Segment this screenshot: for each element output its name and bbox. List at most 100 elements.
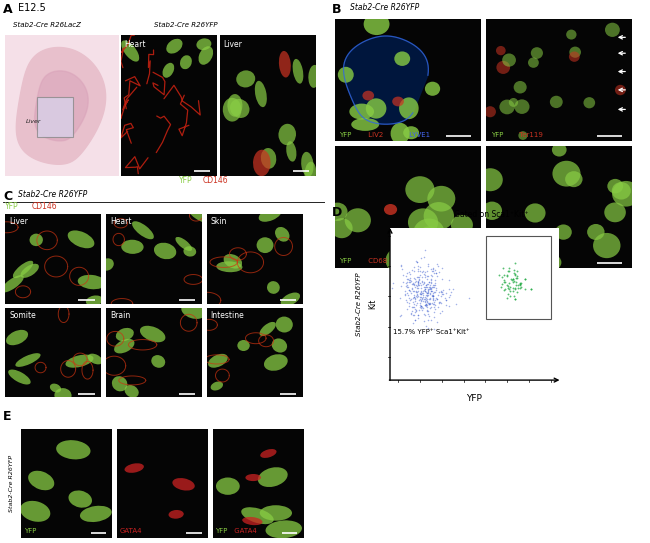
Text: Gated on Sca1⁺Kit⁺: Gated on Sca1⁺Kit⁺ <box>454 210 528 219</box>
Point <box>413 280 423 288</box>
Point <box>432 291 443 300</box>
Point <box>405 277 415 286</box>
Point <box>408 280 419 288</box>
Point <box>407 284 417 293</box>
Point <box>406 288 417 297</box>
Ellipse shape <box>604 203 626 222</box>
Point <box>416 304 426 312</box>
Point <box>506 274 516 283</box>
Point <box>432 259 443 268</box>
Ellipse shape <box>424 202 454 230</box>
Point <box>416 295 426 304</box>
Ellipse shape <box>211 382 223 390</box>
Point <box>519 274 530 283</box>
Point <box>404 302 414 311</box>
Ellipse shape <box>6 330 28 345</box>
Point <box>423 286 434 295</box>
Point <box>412 281 423 290</box>
Point <box>418 293 428 301</box>
Point <box>428 288 439 296</box>
Point <box>423 272 434 280</box>
Point <box>421 280 432 288</box>
Ellipse shape <box>16 353 40 367</box>
Ellipse shape <box>180 55 192 69</box>
Ellipse shape <box>154 243 176 259</box>
Point <box>410 296 420 305</box>
Ellipse shape <box>198 46 213 65</box>
Point <box>428 269 439 277</box>
Point <box>423 260 434 268</box>
Point <box>410 277 420 286</box>
Ellipse shape <box>410 231 422 242</box>
Ellipse shape <box>351 118 379 131</box>
Ellipse shape <box>242 517 263 525</box>
Point <box>437 263 447 272</box>
Text: Intestine: Intestine <box>211 311 244 320</box>
Point <box>503 267 514 275</box>
Ellipse shape <box>366 98 386 118</box>
Text: YFP: YFP <box>491 131 503 137</box>
Point <box>431 294 441 302</box>
Point <box>419 301 430 310</box>
Point <box>411 281 421 289</box>
Point <box>411 257 422 266</box>
Point <box>444 285 454 294</box>
Point <box>419 286 429 295</box>
Point <box>410 294 421 303</box>
Point <box>425 285 436 294</box>
Ellipse shape <box>172 478 195 490</box>
Ellipse shape <box>29 233 43 246</box>
Point <box>422 282 432 291</box>
Point <box>424 277 434 286</box>
Point <box>516 282 526 291</box>
Point <box>417 295 427 304</box>
Point <box>422 286 433 295</box>
Point <box>426 279 436 288</box>
Ellipse shape <box>518 131 527 140</box>
Point <box>416 289 426 298</box>
Point <box>413 283 423 292</box>
Point <box>428 295 439 304</box>
Point <box>520 274 530 283</box>
Point <box>443 293 454 301</box>
Point <box>411 299 422 308</box>
Ellipse shape <box>565 171 582 187</box>
Point <box>405 276 415 285</box>
Point <box>411 287 421 295</box>
Point <box>406 277 416 286</box>
Ellipse shape <box>584 97 595 109</box>
Point <box>422 305 432 314</box>
Ellipse shape <box>168 510 184 519</box>
Text: YFP: YFP <box>5 203 19 211</box>
Ellipse shape <box>276 317 292 332</box>
Point <box>426 278 436 287</box>
Point <box>427 287 437 295</box>
Ellipse shape <box>482 201 502 220</box>
Point <box>429 303 439 312</box>
Ellipse shape <box>587 224 605 240</box>
Point <box>424 283 435 292</box>
Point <box>434 298 444 307</box>
Point <box>410 315 420 324</box>
Text: Liver: Liver <box>224 40 242 48</box>
Ellipse shape <box>264 354 288 371</box>
Ellipse shape <box>497 61 510 74</box>
Ellipse shape <box>259 207 281 222</box>
Polygon shape <box>16 47 105 165</box>
Text: YFP: YFP <box>491 258 503 264</box>
Point <box>428 263 438 272</box>
Point <box>437 288 448 296</box>
Point <box>421 293 432 302</box>
Ellipse shape <box>237 340 250 351</box>
Point <box>410 316 421 325</box>
Point <box>426 284 437 293</box>
Point <box>421 291 431 299</box>
Text: Stab2-Cre R26YFP: Stab2-Cre R26YFP <box>18 190 88 199</box>
Point <box>398 270 408 279</box>
Point <box>437 290 448 299</box>
Point <box>426 287 436 295</box>
Point <box>408 298 418 307</box>
Ellipse shape <box>162 63 174 78</box>
Point <box>413 291 423 300</box>
Point <box>406 295 417 304</box>
